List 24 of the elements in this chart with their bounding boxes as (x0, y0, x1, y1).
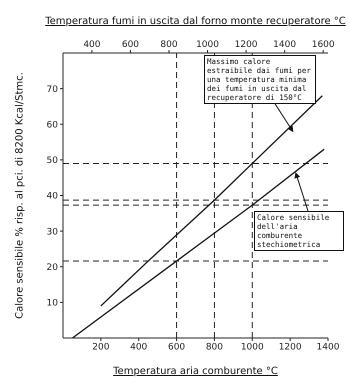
x2-tick-label: 800 (160, 40, 178, 50)
x-tick-label: 1400 (316, 342, 340, 352)
x2-axis-title: Temperatura fumi in uscita dal forno monte recuperatore °C (44, 16, 346, 27)
x-tick-label: 200 (92, 342, 110, 352)
x-tick-label: 800 (206, 342, 224, 352)
y-tick-label: 50 (46, 156, 58, 166)
x-tick-label: 400 (130, 342, 148, 352)
x-tick-label: 1000 (240, 342, 264, 352)
x2-tick-label: 1200 (234, 40, 258, 50)
y-tick-label: 60 (46, 120, 58, 130)
x2-tick-label: 600 (122, 40, 140, 50)
y-tick-label: 40 (46, 192, 58, 202)
y-tick-label: 30 (46, 227, 58, 238)
x2-tick-label: 1000 (196, 40, 220, 50)
x-tick-label: 1200 (278, 342, 302, 352)
x2-tick-label: 400 (83, 40, 101, 50)
y-tick-label: 20 (46, 262, 58, 273)
y-axis-title: Calore sensibile % risp. al pci. di 8200 Kcal/Stmc. (14, 72, 26, 319)
x-tick-label: 600 (168, 342, 186, 352)
x-axis-title: Temperatura aria comburente °C (112, 366, 278, 377)
y-tick-label: 70 (46, 84, 58, 95)
x2-tick-label: 1600 (312, 40, 335, 50)
x2-tick-label: 1400 (273, 40, 296, 50)
y-tick-label: 10 (46, 298, 58, 309)
